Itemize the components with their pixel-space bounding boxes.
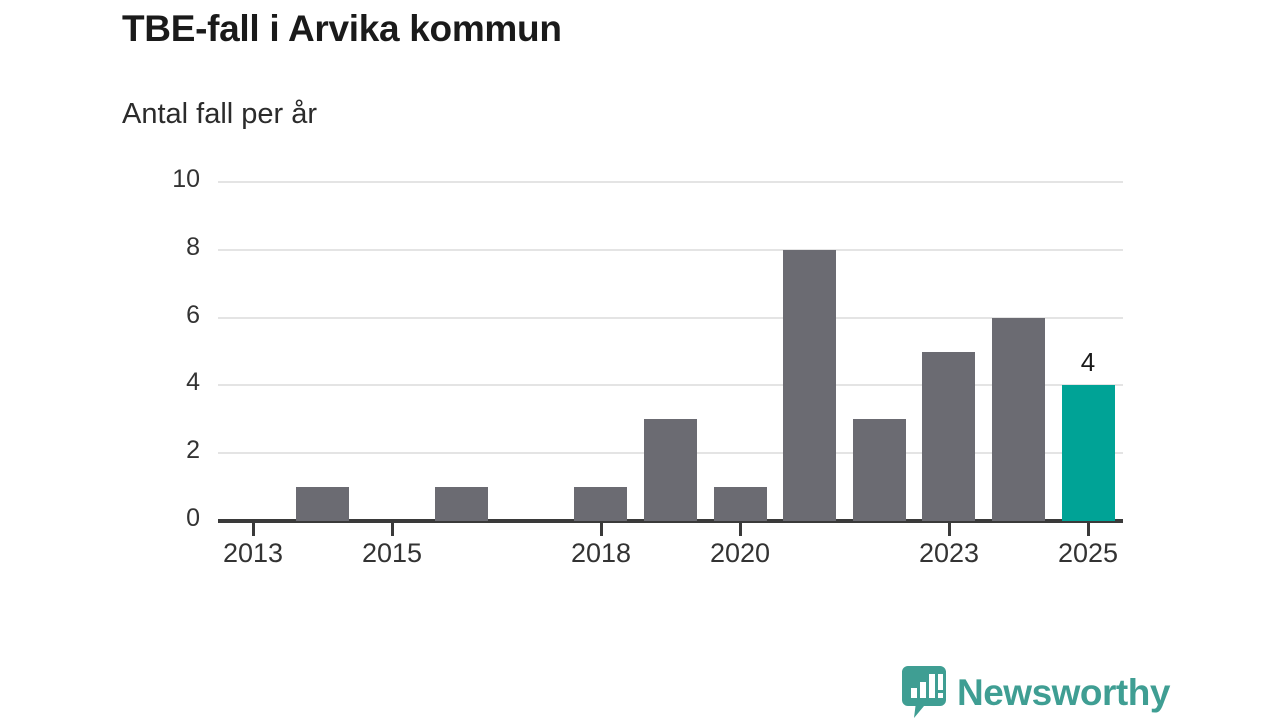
- x-axis-tick-label-2020: 2020: [709, 538, 771, 568]
- chart-subtitle: Antal fall per år: [122, 98, 318, 130]
- y-axis-tick-label: 4: [186, 368, 200, 397]
- page-title: TBE-fall i Arvika kommun: [122, 8, 562, 49]
- newsworthy-logo: Newsworthy: [902, 666, 1170, 718]
- bar-2018[interactable]: [574, 487, 627, 521]
- gridline: [218, 248, 1123, 251]
- x-axis-tick-2015: [391, 523, 394, 536]
- x-axis-tick-2018: [600, 523, 603, 536]
- x-axis-tick-2013: [252, 523, 255, 536]
- bar-2023[interactable]: [922, 351, 975, 521]
- x-axis-tick-label-2013: 2013: [222, 538, 284, 568]
- bar-2025[interactable]: [1062, 385, 1115, 521]
- bar-2024[interactable]: [992, 317, 1045, 521]
- y-axis-tick-label: 2: [186, 436, 200, 465]
- y-axis-tick-label: 8: [186, 232, 200, 261]
- x-axis-tick-2020: [739, 523, 742, 536]
- x-axis-tick-2023: [948, 523, 951, 536]
- newsworthy-logo-text: Newsworthy: [957, 671, 1170, 713]
- bar-2019[interactable]: [644, 419, 697, 521]
- x-axis-tick-2025: [1087, 523, 1090, 536]
- bar-2021[interactable]: [783, 249, 836, 521]
- plot-area: 4: [218, 182, 1123, 521]
- y-axis-tick-label: 10: [172, 165, 200, 193]
- x-axis-tick-label-2015: 2015: [361, 538, 423, 568]
- bar-2014[interactable]: [296, 487, 349, 521]
- y-axis-tick-label: 0: [186, 504, 200, 532]
- gridline: [218, 384, 1123, 387]
- bar-2020[interactable]: [714, 487, 767, 521]
- y-axis-tick-label: 6: [186, 300, 200, 329]
- gridline: [218, 316, 1123, 319]
- bar-2016[interactable]: [435, 487, 488, 521]
- x-axis-line: [218, 519, 1123, 523]
- x-axis-tick-label-2023: 2023: [918, 538, 980, 568]
- newsworthy-bar-chart-bubble-icon: [902, 666, 946, 718]
- x-axis-tick-label-2025: 2025: [1057, 538, 1119, 568]
- x-axis-tick-label-2018: 2018: [570, 538, 632, 568]
- bar-value-label-2025: 4: [1080, 347, 1096, 378]
- gridline: [218, 181, 1123, 183]
- bar-2022[interactable]: [853, 419, 906, 521]
